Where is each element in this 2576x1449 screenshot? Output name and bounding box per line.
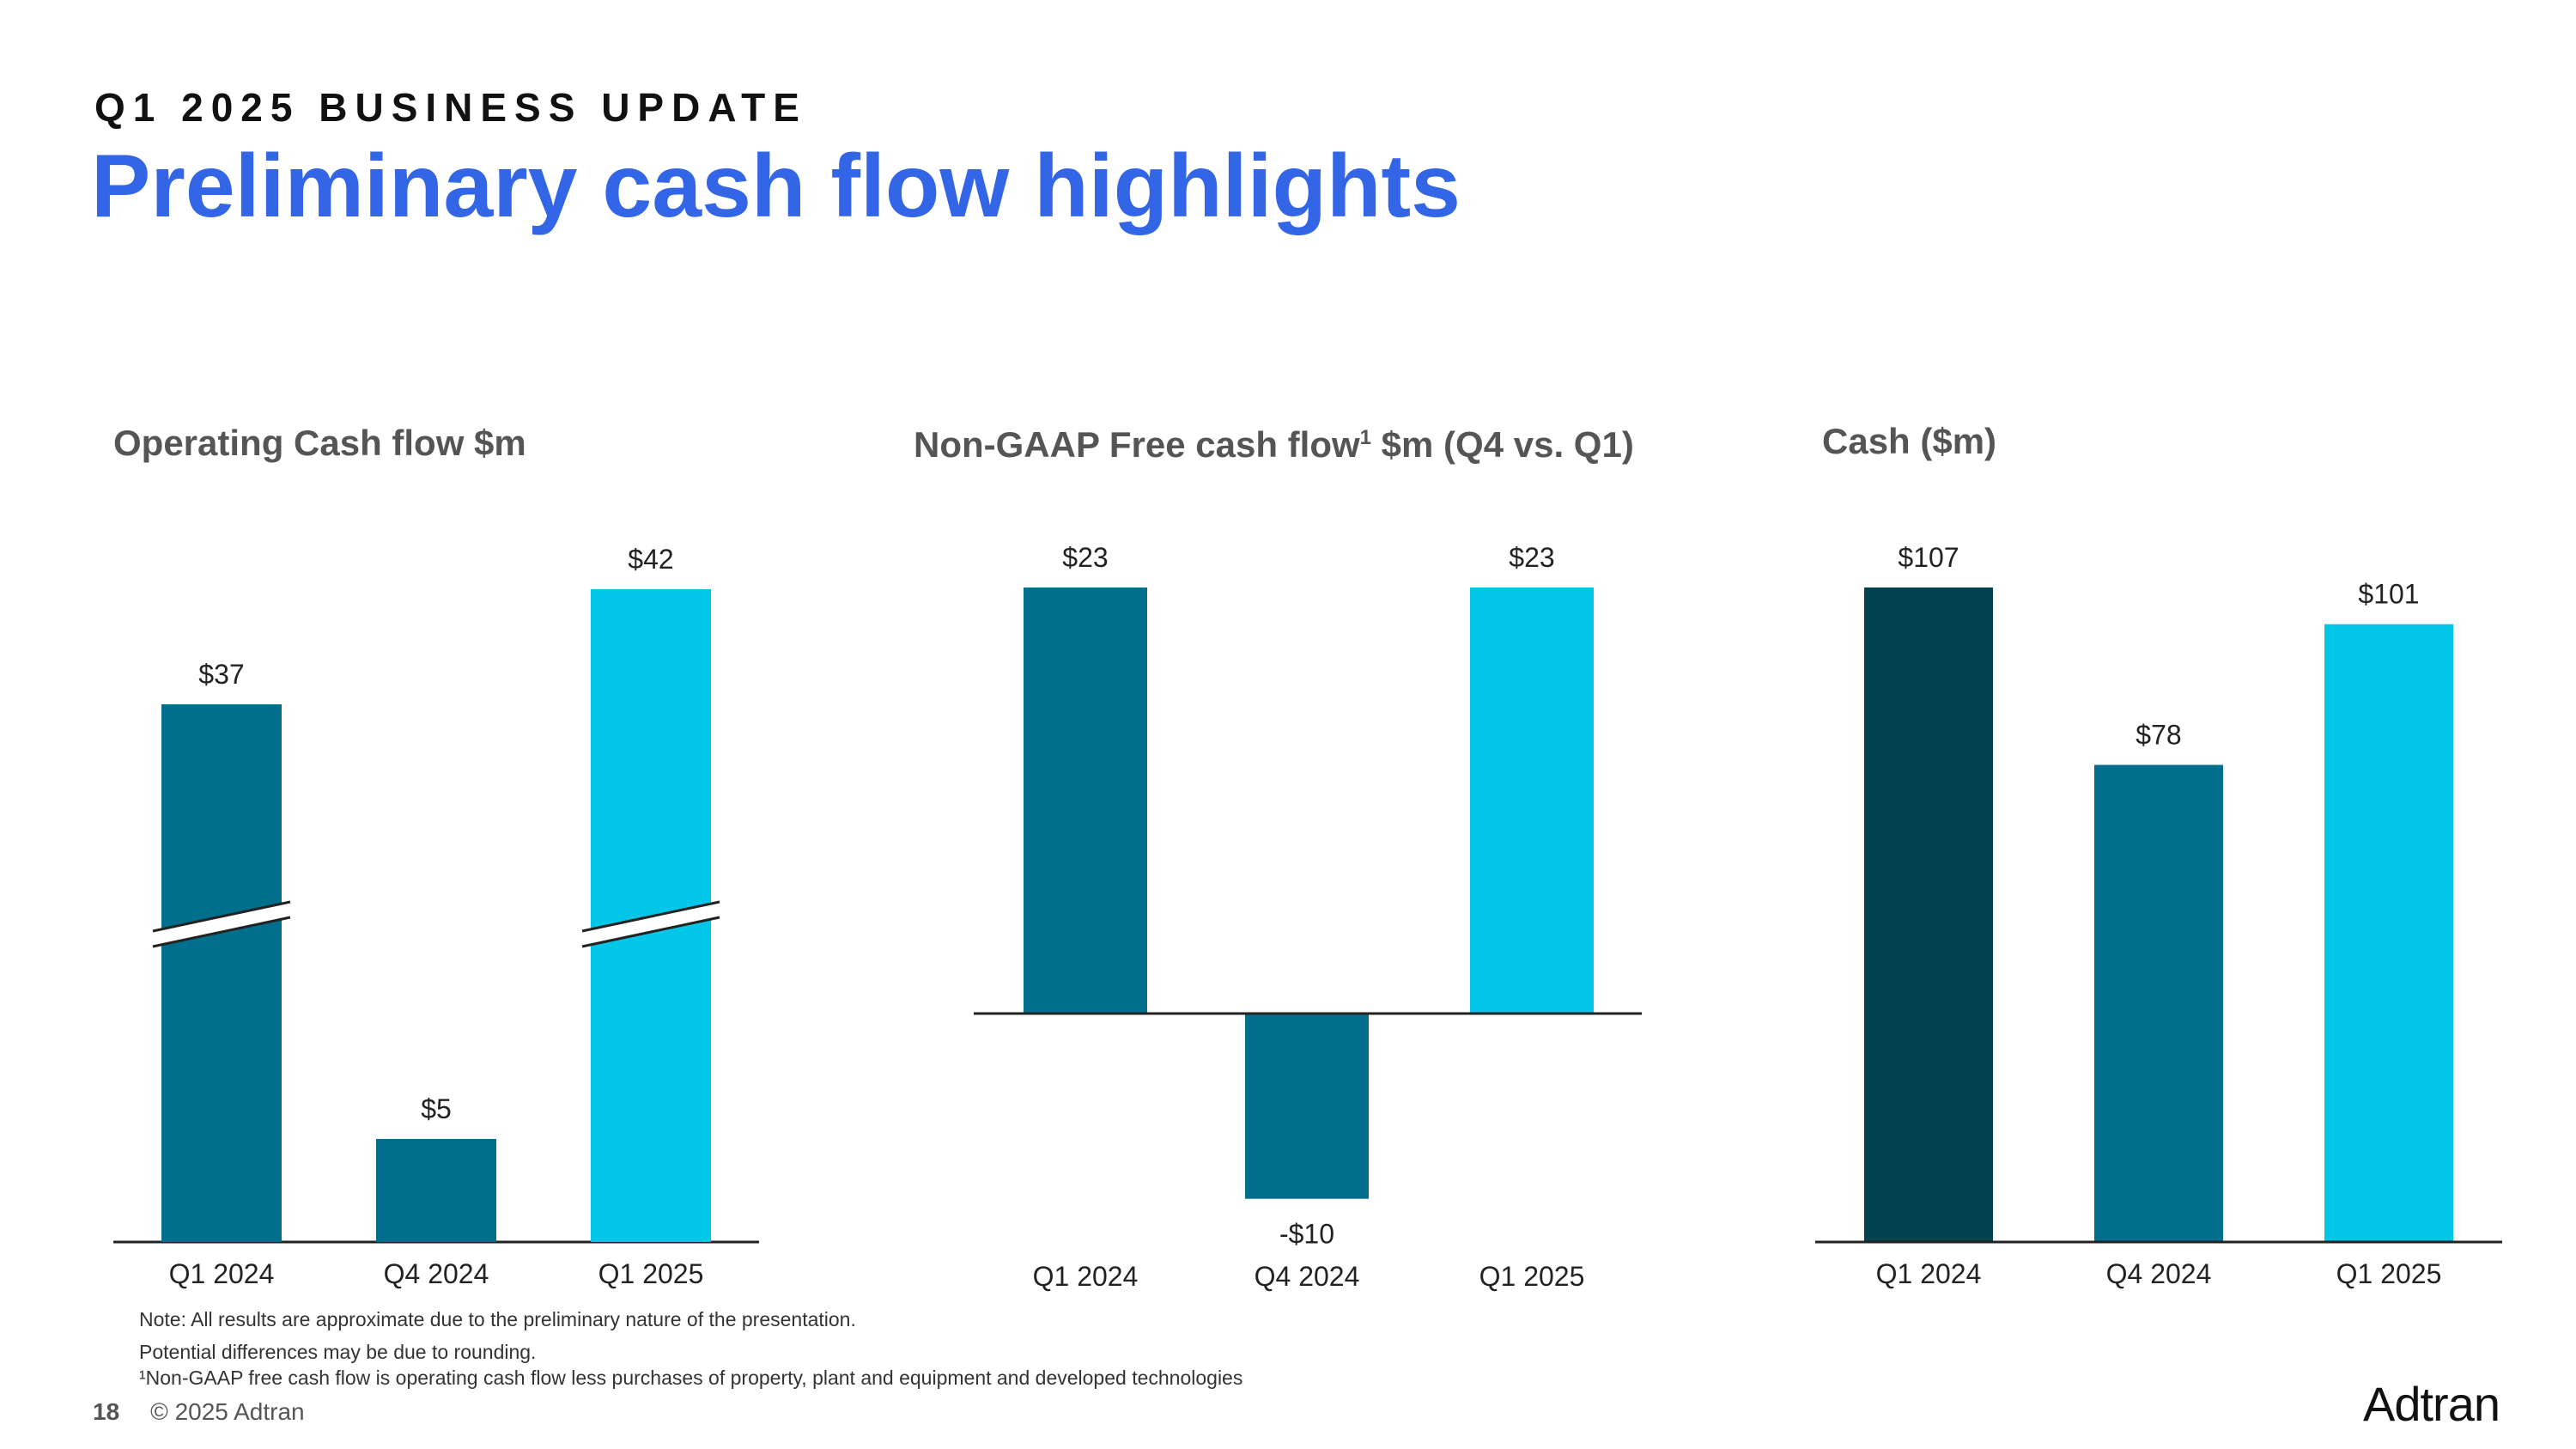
chart1-title: Operating Cash flow $m — [113, 423, 526, 463]
chart1-value-label-0: $37 — [198, 659, 244, 690]
page-number: 18 — [93, 1398, 120, 1425]
chart1-axis-break-line-top-0 — [152, 900, 291, 933]
chart3-category-label-0: Q1 2024 — [1876, 1258, 1982, 1289]
notes: Note: All results are approximate due to… — [139, 1306, 1242, 1391]
chart3-value-label-2: $101 — [2358, 579, 2419, 610]
chart3-category-label-2: Q1 2025 — [2336, 1258, 2442, 1289]
chart2-value-label-2: $23 — [1509, 542, 1554, 573]
chart2-category-label-1: Q4 2024 — [1255, 1261, 1360, 1292]
chart3-category-label-1: Q4 2024 — [2106, 1258, 2212, 1289]
chart1-category-label-2: Q1 2025 — [598, 1258, 704, 1289]
chart1-axis-break-gap-0 — [153, 902, 290, 947]
chart2-bar-0 — [1024, 588, 1147, 1014]
chart1-bar-0 — [161, 704, 282, 1242]
chart2-bar-1 — [1245, 1014, 1369, 1199]
copyright: © 2025 Adtran — [150, 1398, 305, 1425]
footer: 18 © 2025 Adtran — [93, 1398, 305, 1426]
page-title: Preliminary cash flow highlights — [91, 137, 1461, 236]
chart1-axis-break-line-top-2 — [581, 900, 720, 933]
chart2-category-label-2: Q1 2025 — [1479, 1261, 1585, 1292]
eyebrow: Q1 2025 BUSINESS UPDATE — [94, 85, 807, 130]
chart1-axis-break-line-bottom-2 — [581, 916, 720, 948]
chart3-value-label-1: $78 — [2136, 720, 2181, 751]
note-line-2: Potential differences may be due to roun… — [139, 1341, 537, 1363]
chart2-title: Non-GAAP Free cash flow1 $m (Q4 vs. Q1) — [914, 424, 1634, 466]
chart3-value-label-0: $107 — [1898, 542, 1959, 573]
chart1-category-label-1: Q4 2024 — [384, 1258, 489, 1289]
chart1-axis-break-line-bottom-0 — [152, 916, 291, 948]
chart2-category-label-0: Q1 2024 — [1033, 1261, 1139, 1292]
chart2-bar-2 — [1470, 588, 1594, 1014]
chart1-value-label-2: $42 — [628, 544, 673, 575]
chart3-title: Cash ($m) — [1822, 421, 1997, 461]
chart2-title-footnote: 1 — [1359, 426, 1372, 449]
chart2-title-main: Non-GAAP Free cash flow — [914, 424, 1360, 465]
chart2-title-suffix: $m (Q4 vs. Q1) — [1371, 424, 1634, 465]
chart2-value-label-1: -$10 — [1279, 1219, 1334, 1250]
chart3-bar-0 — [1864, 588, 1993, 1242]
chart1-bar-1 — [376, 1139, 496, 1242]
chart3-bar-1 — [2094, 764, 2223, 1242]
chart1-axis-break-gap-2 — [582, 902, 720, 947]
chart3-bar-2 — [2324, 624, 2453, 1242]
adtran-logo: Adtran — [2363, 1377, 2500, 1431]
note-line-3: ¹Non-GAAP free cash flow is operating ca… — [139, 1367, 1243, 1389]
chart1-category-label-0: Q1 2024 — [169, 1258, 275, 1289]
note-line-1: Note: All results are approximate due to… — [139, 1308, 856, 1330]
chart1-value-label-1: $5 — [421, 1093, 452, 1124]
chart2-value-label-0: $23 — [1062, 542, 1108, 573]
